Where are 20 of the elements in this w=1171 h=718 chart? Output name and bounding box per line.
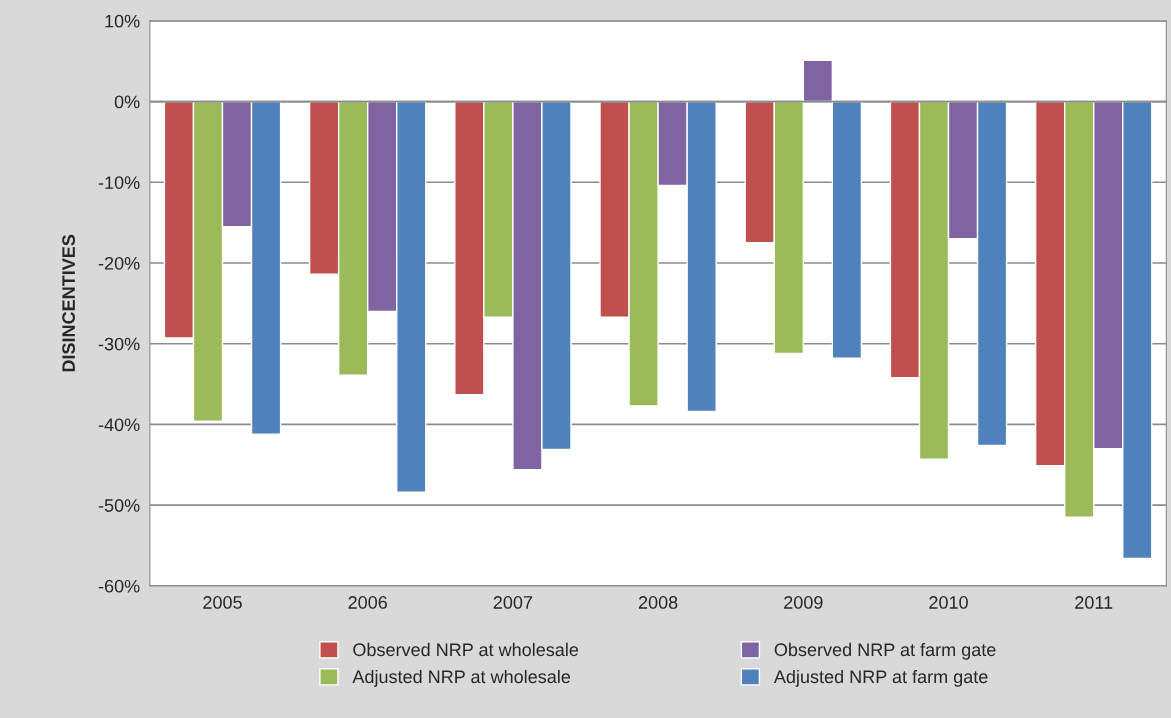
y-tick-label: -20%	[98, 256, 140, 270]
x-tick-label: 2005	[203, 596, 242, 609]
y-tick-label: 10%	[105, 14, 140, 28]
legend-label: Observed NRP at wholesale	[353, 642, 579, 657]
y-tick-label: -50%	[98, 499, 140, 512]
y-tick-label: -10%	[98, 176, 140, 189]
x-tick-label: 2010	[929, 596, 968, 609]
y-tick-label: -60%	[98, 579, 140, 593]
x-tick-label: 2009	[784, 596, 823, 609]
y-tick-label: -30%	[98, 337, 140, 351]
y-tick-label: 0%	[114, 95, 140, 109]
y-axis-title: DISINCENTIVES	[62, 234, 75, 372]
y-tick-label: -40%	[98, 418, 140, 432]
legend-label: Observed NRP at farm gate	[774, 642, 996, 660]
x-tick-label: 2011	[1075, 596, 1113, 609]
x-tick-label: 2006	[348, 596, 387, 609]
legend-label: Adjusted NRP at farm gate	[773, 669, 988, 687]
legend-label: Adjusted NRP at wholesale	[352, 669, 571, 687]
x-tick-label: 2007	[493, 596, 533, 609]
x-tick-label: 2008	[638, 596, 678, 609]
